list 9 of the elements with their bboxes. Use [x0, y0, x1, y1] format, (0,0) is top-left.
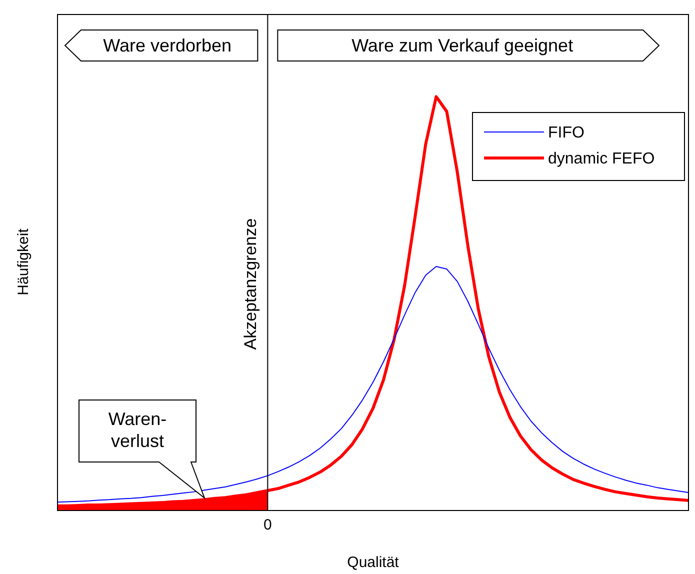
text: 0 [263, 516, 272, 534]
x-axis-title: Qualität [347, 554, 400, 572]
text: Ware verdorben [103, 35, 232, 56]
legend-label: dynamic FEFO [548, 150, 655, 168]
text: Ware zum Verkauf geeignet [352, 35, 574, 56]
text: Akzeptanzgrenze [240, 218, 260, 350]
y-axis-title: Häufigkeit [15, 228, 32, 296]
legend-label: FIFO [548, 124, 584, 142]
annotation: Waren- verlust [108, 408, 167, 451]
